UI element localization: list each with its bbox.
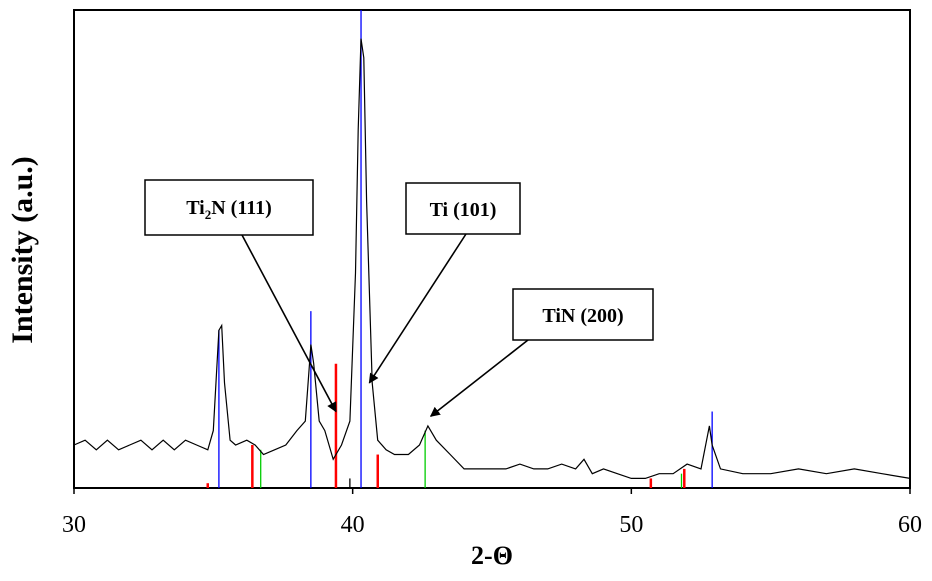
annotation-arrow bbox=[429, 339, 529, 417]
annotation-arrow bbox=[368, 233, 467, 384]
annotation-box bbox=[144, 179, 314, 236]
annotation-arrow bbox=[241, 234, 337, 413]
reference-lines bbox=[206, 10, 713, 488]
annotation-label: Ti (101) bbox=[430, 199, 497, 221]
x-tick-label: 60 bbox=[898, 512, 922, 538]
x-tick-label: 30 bbox=[62, 512, 86, 538]
annotation-label: Ti2N (111) bbox=[186, 197, 272, 222]
y-axis-title: Intensity (a.u.) bbox=[6, 156, 39, 344]
x-tick-label: 40 bbox=[341, 512, 365, 538]
annotation-box bbox=[512, 288, 654, 341]
annotation-box bbox=[405, 182, 521, 235]
annotations: Ti2N (111) Ti (101) TiN (200) bbox=[144, 179, 654, 417]
plot-area bbox=[73, 9, 911, 489]
x-axis-ticks: 30 40 50 60 bbox=[62, 488, 922, 538]
annotation-label: TiN (200) bbox=[542, 305, 623, 327]
x-axis-title: 2-Θ bbox=[471, 541, 513, 570]
series-line bbox=[73, 38, 911, 479]
x-tick-label: 50 bbox=[619, 512, 643, 538]
